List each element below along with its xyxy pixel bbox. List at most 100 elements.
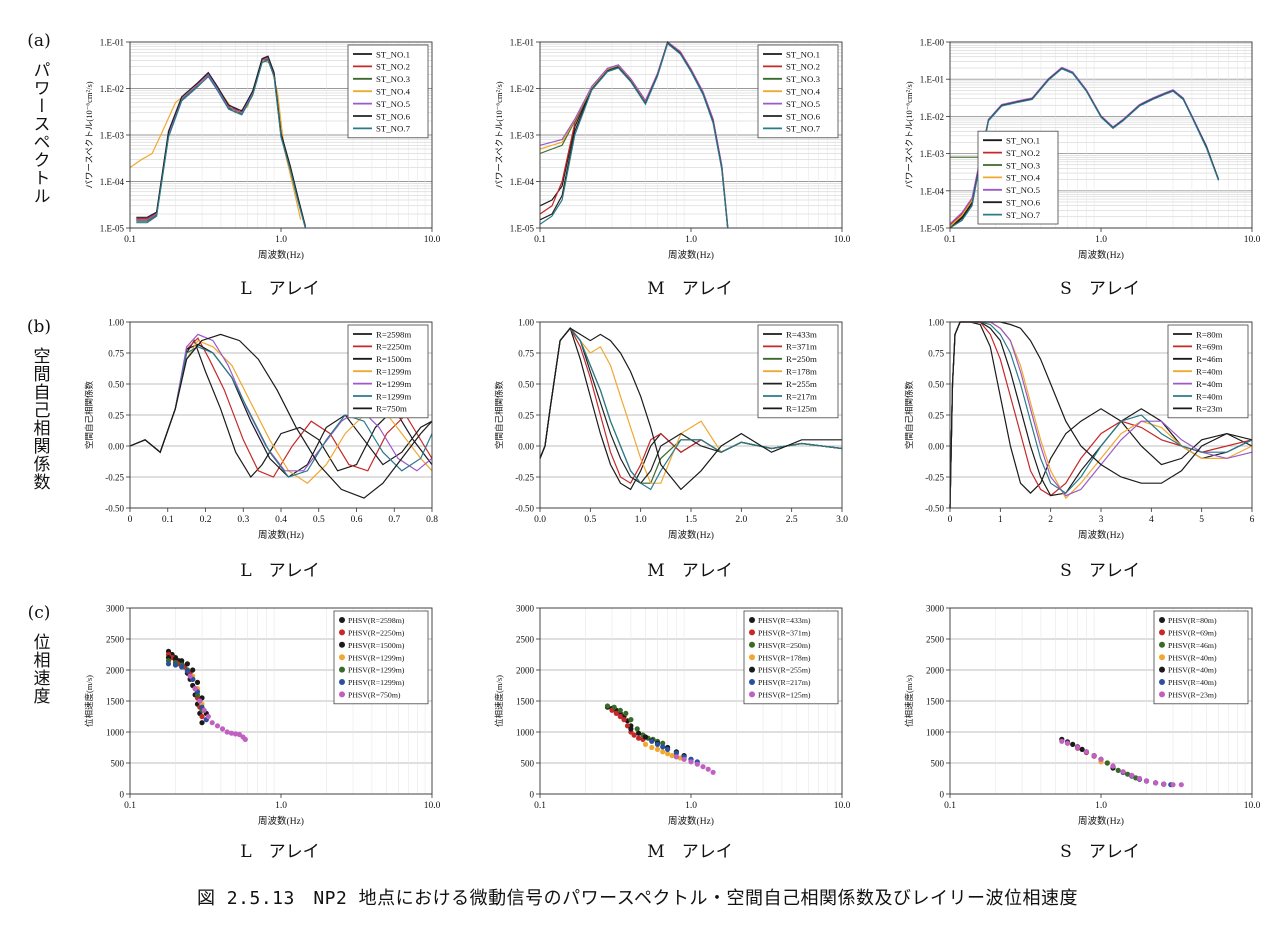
legend-entry-7: R=23m (1196, 404, 1223, 414)
legend: R=2598m R=2250m R=1500m R=1299m R=1299m R=129… (347, 324, 429, 419)
legend-entry-4: ST_NO.4 (786, 87, 821, 97)
y-tick-label: 1.E-00 (920, 38, 945, 48)
x-tick-label: 10.0 (1244, 801, 1261, 811)
legend-entry-7: PHSV(R=750m) (348, 691, 401, 700)
x-tick-label: 2.5 (786, 515, 798, 525)
x-tick-label: 0.1 (534, 235, 546, 245)
legend-swatch-5 (1159, 666, 1165, 673)
data-point-5-1 (628, 726, 634, 732)
row-letter-c: (c) (27, 603, 51, 623)
phase-velocity-chart-s: 0.1 1.0 10.0 0 500 1000 1500 2000 2500 3000 周波数(Hz… (904, 604, 1261, 828)
y-tick-label: 1.E-01 (510, 38, 534, 48)
array-label-b-s: S アレイ (1060, 561, 1140, 581)
y-tick-label: 1.E-03 (100, 131, 125, 141)
x-tick-label: 1.5 (685, 515, 697, 525)
data-point-7-15 (1178, 782, 1184, 788)
y-tick-label: 0.50 (928, 380, 944, 390)
legend: PHSV(R=2598m) PHSV(R=2250m) PHSV(R=1500m) P… (333, 610, 429, 705)
y-tick-label: 0.00 (108, 442, 124, 452)
data-point-6-4 (184, 668, 190, 674)
y-tick-label: 1.E-05 (920, 224, 945, 234)
legend-entry-4: R=1299m (376, 367, 411, 377)
x-tick-label: 0.2 (200, 515, 212, 525)
x-tick-label: 10.0 (834, 235, 851, 245)
data-point-7-2 (192, 686, 198, 692)
legend-swatch-7 (1159, 691, 1165, 698)
x-axis-label: 周波数(Hz) (258, 815, 304, 827)
y-tick-label: 1.E-02 (100, 84, 124, 94)
legend-swatch-7 (749, 691, 755, 698)
legend: R=433m R=371m R=250m R=178m R=255m R=217m R=12… (757, 324, 839, 419)
legend-entry-3: R=1500m (376, 354, 411, 364)
legend: PHSV(R=433m) PHSV(R=371m) PHSV(R=250m) PHSV… (743, 610, 839, 705)
x-tick-label: 0.1 (944, 801, 956, 811)
y-tick-label: 1.00 (108, 318, 124, 328)
y-tick-label: 500 (111, 759, 125, 769)
y-tick-label: 2000 (926, 666, 945, 676)
y-tick-label: 3000 (106, 604, 125, 614)
legend-entry-1: ST_NO.1 (786, 49, 820, 59)
legend-entry-5: R=1299m (376, 379, 411, 389)
data-point-3-4 (184, 661, 190, 667)
y-axis-label: 位相速度(m/s) (904, 675, 914, 727)
legend: ST_NO.1 ST_NO.2 ST_NO.3 ST_NO.4 ST_NO.5 ST_NO… (757, 44, 839, 139)
data-point-2-13 (199, 713, 205, 720)
x-tick-label: 1.0 (685, 235, 697, 245)
series-line-6 (136, 55, 306, 227)
legend-swatch-5 (749, 666, 755, 673)
legend-swatch-3 (1159, 641, 1165, 648)
legend-entry-4: R=40m (1196, 367, 1223, 377)
legend-entry-3: R=46m (1196, 354, 1223, 364)
data-point-7-4 (201, 707, 207, 713)
y-axis-label: 空間自己相関係数 (904, 381, 914, 450)
x-axis-label: 周波数(Hz) (668, 815, 714, 827)
data-point-7-2 (1064, 740, 1071, 746)
data-point-3-5 (190, 667, 196, 673)
data-point-2-5 (624, 723, 631, 729)
x-tick-label: 1 (998, 515, 1003, 525)
y-tick-label: 1.E-03 (510, 131, 535, 141)
legend-swatch-5 (339, 666, 345, 673)
y-tick-label: 1.E-04 (920, 186, 945, 196)
x-tick-label: 3.0 (836, 515, 848, 525)
x-tick-label: 0.8 (426, 515, 438, 525)
y-axis-label: パワースペクトル(10⁻⁶cm²/s) (904, 81, 914, 188)
row-title-b: 空間自己相関係数 (29, 347, 50, 491)
legend-swatch-1 (749, 617, 755, 623)
series-line-7 (129, 333, 433, 499)
row-letter-a: (a) (27, 31, 51, 51)
legend-entry-5: PHSV(R=40m) (1168, 666, 1217, 675)
y-tick-label: 0.25 (518, 411, 534, 421)
series-line-5 (539, 41, 729, 227)
data-point-7-6 (705, 766, 711, 772)
legend-swatch-6 (749, 679, 755, 685)
x-tick-label: 0.1 (124, 801, 136, 811)
legend-entry-4: R=178m (786, 367, 817, 377)
y-tick-label: 2000 (516, 666, 535, 676)
y-tick-label: 2500 (516, 635, 535, 645)
y-tick-label: 0 (940, 790, 945, 800)
array-label-a-m: M アレイ (647, 279, 733, 299)
phase-velocity-chart-m: 0.1 1.0 10.0 0 500 1000 1500 2000 2500 3000 周波数(Hz… (494, 604, 851, 828)
y-tick-label: 1500 (926, 697, 945, 707)
legend-entry-5: ST_NO.5 (786, 99, 821, 109)
y-tick-label: 0.75 (518, 349, 534, 359)
x-axis-label: 周波数(Hz) (668, 529, 714, 541)
legend-entry-1: ST_NO.1 (1006, 136, 1040, 146)
data-point-7-4 (1083, 749, 1089, 755)
data-point-7-3 (1075, 744, 1081, 751)
y-tick-label: 0.50 (518, 380, 534, 390)
x-tick-label: 10.0 (1244, 235, 1261, 245)
spac-chart-s: 0 1 2 3 4 5 6 -0.50 -0.25 0.00 0.25 0.50 0.75 1.00 周波数… (904, 318, 1255, 542)
legend-entry-4: PHSV(R=178m) (758, 653, 811, 662)
y-axis-label: 位相速度(m/s) (494, 675, 504, 727)
legend-entry-7: PHSV(R=23m) (1168, 691, 1217, 700)
data-point-3-4 (623, 710, 629, 716)
data-point-6-1 (649, 738, 655, 744)
y-axis-label: パワースペクトル(10⁻⁶cm²/s) (84, 81, 94, 188)
y-tick-label: -0.50 (515, 504, 534, 514)
x-axis-label: 周波数(Hz) (668, 249, 714, 261)
legend-swatch-3 (339, 641, 345, 648)
legend-entry-6: R=217m (786, 391, 817, 401)
x-tick-label: 0.1 (944, 235, 956, 245)
